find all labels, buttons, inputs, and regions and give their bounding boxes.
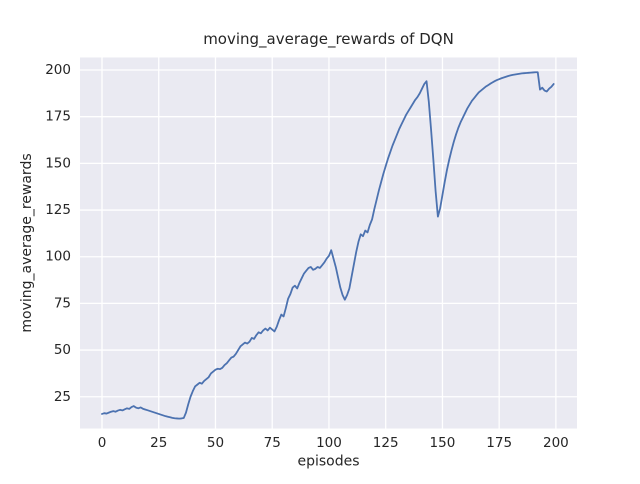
x-tick-label: 200 bbox=[543, 435, 569, 451]
y-axis-label: moving_average_rewards bbox=[19, 153, 35, 332]
x-axis-label: episodes bbox=[297, 454, 359, 470]
y-tick-label: 75 bbox=[54, 295, 71, 311]
y-tick-label: 25 bbox=[54, 389, 71, 405]
dqn-series-line bbox=[101, 71, 555, 420]
y-tick-label: 100 bbox=[45, 249, 71, 265]
y-tick-label: 150 bbox=[45, 155, 71, 171]
y-tick-label: 200 bbox=[45, 62, 71, 78]
x-tick-label: 125 bbox=[373, 435, 399, 451]
y-tick-label: 175 bbox=[45, 109, 71, 125]
y-tick-labels: 25 50 75 100 125 150 175 200 bbox=[45, 62, 71, 405]
x-tick-label: 150 bbox=[430, 435, 456, 451]
series-lines bbox=[101, 71, 555, 420]
x-tick-label: 0 bbox=[98, 435, 107, 451]
y-tick-label: 125 bbox=[45, 202, 71, 218]
chart-title: moving_average_rewards of DQN bbox=[203, 30, 454, 49]
x-tick-label: 175 bbox=[486, 435, 512, 451]
x-tick-labels: 0 25 50 75 100 125 150 175 200 bbox=[98, 435, 569, 451]
x-tick-label: 25 bbox=[150, 435, 167, 451]
gridlines bbox=[80, 57, 577, 429]
x-tick-label: 50 bbox=[207, 435, 224, 451]
x-tick-label: 100 bbox=[316, 435, 342, 451]
x-tick-label: 75 bbox=[264, 435, 281, 451]
y-tick-label: 50 bbox=[54, 342, 71, 358]
